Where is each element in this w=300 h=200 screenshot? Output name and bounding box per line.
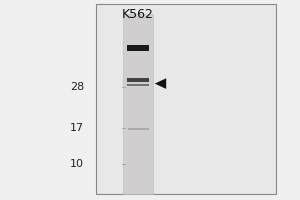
- FancyBboxPatch shape: [123, 14, 153, 194]
- Text: 28: 28: [70, 82, 84, 92]
- FancyBboxPatch shape: [127, 84, 149, 86]
- FancyBboxPatch shape: [96, 4, 276, 194]
- FancyBboxPatch shape: [128, 128, 148, 130]
- FancyBboxPatch shape: [127, 78, 149, 82]
- Polygon shape: [155, 78, 166, 89]
- Text: 17: 17: [70, 123, 84, 133]
- Text: 10: 10: [70, 159, 84, 169]
- FancyBboxPatch shape: [127, 45, 149, 51]
- Text: K562: K562: [122, 8, 154, 21]
